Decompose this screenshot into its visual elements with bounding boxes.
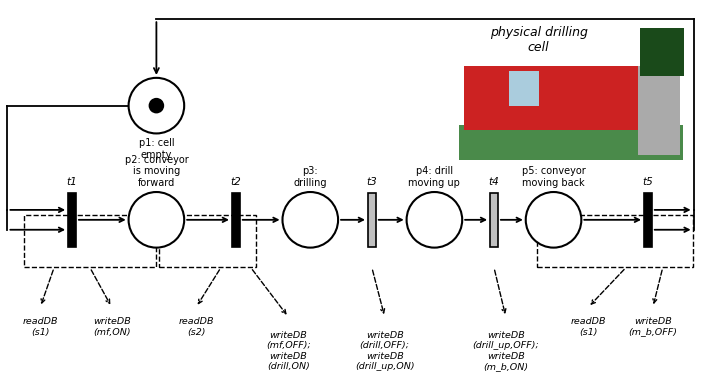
Bar [490, 193, 498, 247]
Text: readDB
(s1): readDB (s1) [22, 317, 58, 337]
Text: writeDB
(drill_up,OFF);
writeDB
(m_b,ON): writeDB (drill_up,OFF); writeDB (m_b,ON) [472, 331, 539, 371]
Text: readDB
(s1): readDB (s1) [571, 317, 606, 337]
Bar [638, 66, 680, 155]
Bar [232, 193, 240, 247]
Bar [537, 215, 693, 268]
Bar [644, 193, 652, 247]
Bar [68, 193, 76, 247]
Text: physical drilling
cell: physical drilling cell [490, 26, 587, 54]
Text: p4: drill
moving up: p4: drill moving up [409, 167, 461, 188]
Text: p2: conveyor
is moving
forward: p2: conveyor is moving forward [125, 155, 189, 188]
Text: writeDB
(mf,ON): writeDB (mf,ON) [93, 317, 130, 337]
Text: t5: t5 [643, 177, 653, 186]
Text: t3: t3 [367, 177, 377, 186]
Bar [459, 126, 683, 160]
Bar [509, 71, 538, 106]
Text: readDB
(s2): readDB (s2) [178, 317, 214, 337]
Bar [368, 193, 376, 247]
Text: t4: t4 [489, 177, 499, 186]
Circle shape [128, 192, 184, 248]
Text: t2: t2 [231, 177, 241, 186]
Bar [640, 28, 683, 76]
Circle shape [149, 98, 164, 113]
Bar [25, 215, 156, 268]
Circle shape [407, 192, 462, 248]
Bar [464, 66, 643, 131]
Circle shape [128, 78, 184, 133]
Bar [454, 21, 688, 165]
Text: writeDB
(m_b,OFF): writeDB (m_b,OFF) [628, 317, 677, 337]
Bar [159, 215, 256, 268]
Text: p5: conveyor
moving back: p5: conveyor moving back [522, 167, 585, 188]
Text: p1: cell
empty: p1: cell empty [139, 138, 175, 160]
Text: writeDB
(drill,OFF);
writeDB
(drill_up,ON): writeDB (drill,OFF); writeDB (drill_up,O… [355, 331, 414, 371]
Text: t1: t1 [67, 177, 77, 186]
Circle shape [283, 192, 338, 248]
Circle shape [526, 192, 581, 248]
Text: p3:
drilling: p3: drilling [294, 167, 327, 188]
Text: writeDB
(mf,OFF);
writeDB
(drill,ON): writeDB (mf,OFF); writeDB (drill,ON) [266, 331, 311, 371]
